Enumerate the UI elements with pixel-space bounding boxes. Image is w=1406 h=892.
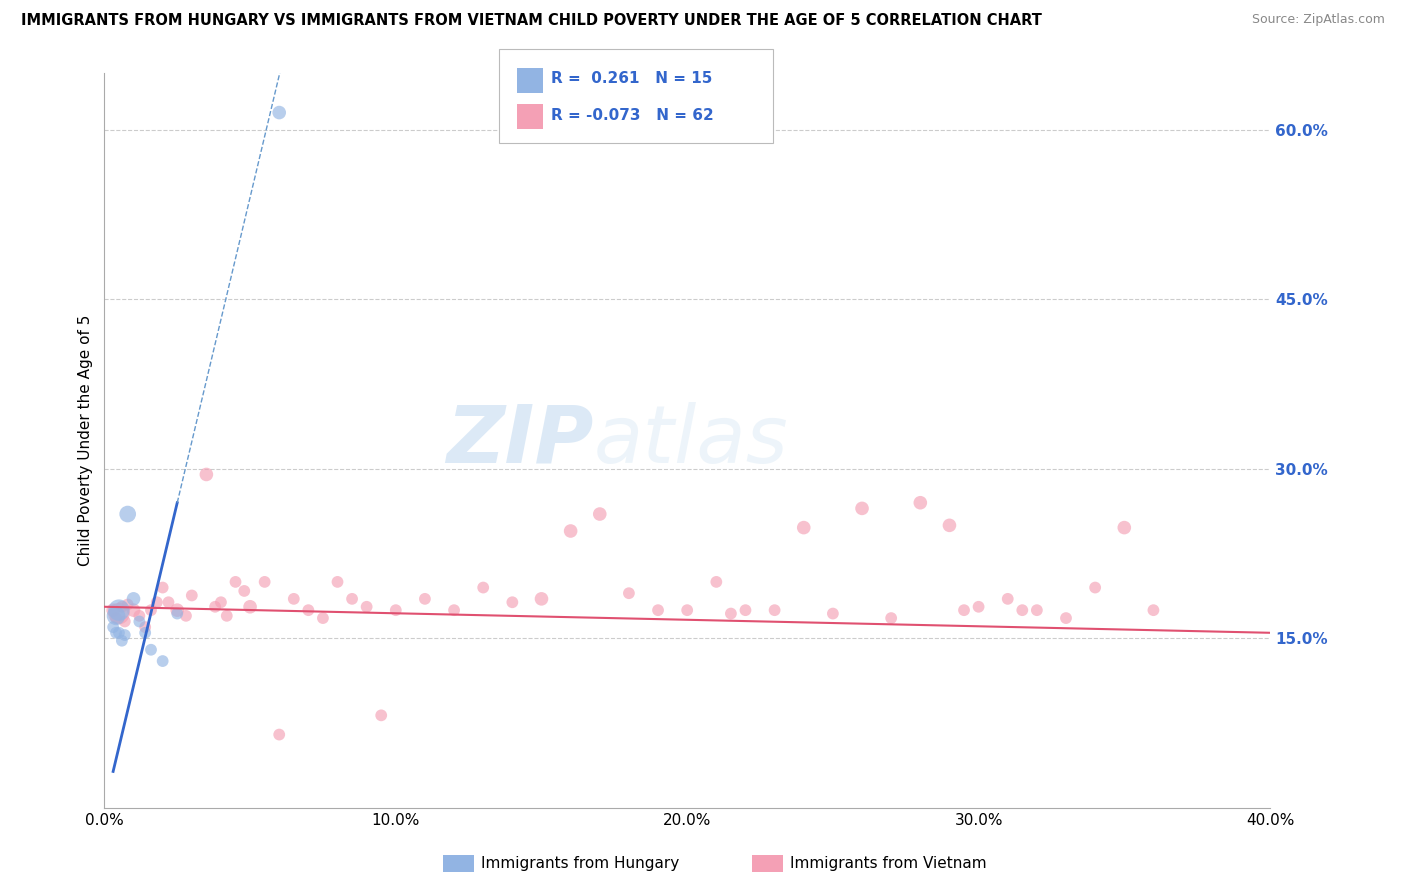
Point [108,625,131,640]
Text: atlas: atlas [593,401,789,480]
Point [209,595,232,609]
Point [1114,520,1136,534]
Point [114,628,136,642]
Point [105,608,128,623]
Point [111,599,134,614]
Point [560,524,582,538]
Point [676,603,699,617]
Point [239,599,262,614]
Point [122,603,145,617]
Point [166,603,188,617]
Point [269,728,291,742]
Text: Immigrants from Hungary: Immigrants from Hungary [481,856,679,871]
Point [128,608,150,623]
Point [647,603,669,617]
Point [128,615,150,629]
Point [384,603,406,617]
Point [139,642,162,657]
Point [215,608,238,623]
Point [501,595,523,609]
Point [174,608,197,623]
Text: R =  0.261   N = 15: R = 0.261 N = 15 [551,71,713,86]
Point [134,620,156,634]
Point [105,611,128,625]
Point [997,591,1019,606]
Point [472,581,495,595]
Point [851,501,873,516]
Point [297,603,319,617]
Text: R = -0.073   N = 62: R = -0.073 N = 62 [551,109,714,123]
Point [253,574,276,589]
Y-axis label: Child Poverty Under the Age of 5: Child Poverty Under the Age of 5 [79,315,93,566]
Point [821,607,844,621]
Point [589,507,612,521]
Point [108,607,131,621]
Point [283,591,305,606]
Point [114,615,136,629]
Point [967,599,990,614]
Point [720,607,742,621]
Point [101,603,124,617]
Point [180,589,202,603]
Point [443,603,465,617]
Point [195,467,218,482]
Point [1011,603,1033,617]
Point [111,633,134,648]
Point [225,574,247,589]
Point [233,583,256,598]
Point [1142,603,1164,617]
Point [152,654,174,668]
Point [166,607,188,621]
Point [101,620,124,634]
Point [122,591,145,606]
Point [617,586,640,600]
Point [117,507,139,521]
Point [734,603,756,617]
Point [1025,603,1047,617]
Point [356,599,378,614]
Point [146,595,169,609]
Text: Source: ZipAtlas.com: Source: ZipAtlas.com [1251,13,1385,27]
Point [134,625,156,640]
Point [340,591,363,606]
Point [152,581,174,595]
Point [117,598,139,612]
Point [1054,611,1077,625]
Point [326,574,349,589]
Point [910,496,932,510]
Text: ZIP: ZIP [447,401,593,480]
Point [157,595,180,609]
Point [204,599,226,614]
Point [704,574,727,589]
Point [413,591,436,606]
Text: Immigrants from Vietnam: Immigrants from Vietnam [790,856,987,871]
Point [139,603,162,617]
Point [763,603,786,617]
Point [953,603,976,617]
Point [1084,581,1107,595]
Point [530,591,553,606]
Point [312,611,335,625]
Point [880,611,903,625]
Point [108,603,131,617]
Point [370,708,392,723]
Point [105,625,128,640]
Text: IMMIGRANTS FROM HUNGARY VS IMMIGRANTS FROM VIETNAM CHILD POVERTY UNDER THE AGE O: IMMIGRANTS FROM HUNGARY VS IMMIGRANTS FR… [21,13,1042,29]
Point [938,518,960,533]
Point [793,520,815,534]
Point [269,105,291,120]
